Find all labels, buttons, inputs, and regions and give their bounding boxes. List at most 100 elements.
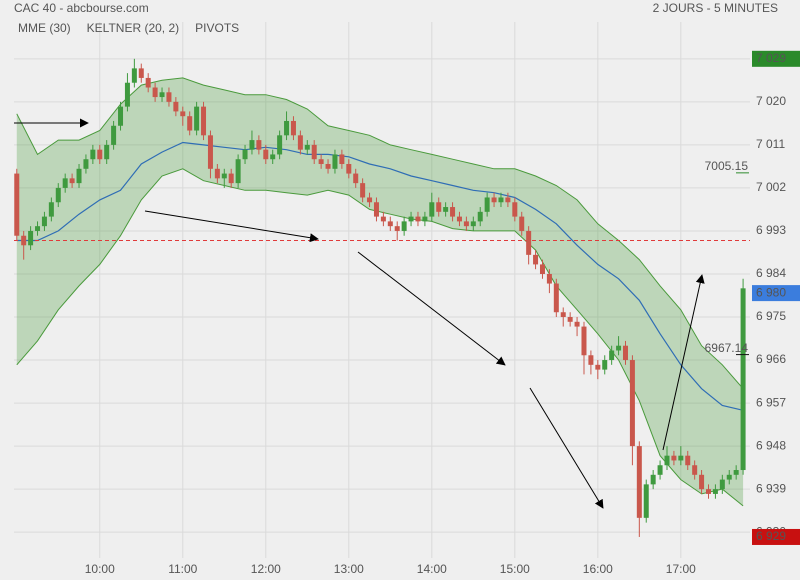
arrow: [662, 274, 705, 451]
candle-body: [367, 197, 373, 203]
candle-body: [55, 187, 61, 203]
candle-body: [581, 326, 587, 356]
candle-body: [353, 173, 359, 184]
annotation-label: 7005.15: [705, 159, 749, 173]
x-tick-label: 12:00: [251, 562, 281, 576]
keltner-fill: [16, 77, 744, 506]
candle-body: [491, 197, 497, 203]
candle-body: [567, 317, 573, 322]
candle-body: [41, 216, 47, 227]
candle-body: [622, 345, 628, 361]
candle-body: [207, 135, 213, 169]
candle-body: [14, 173, 20, 236]
candle-body: [560, 312, 566, 318]
candle-body: [657, 465, 663, 475]
arrow: [529, 387, 604, 509]
candle-body: [159, 92, 165, 98]
candle-body: [484, 197, 490, 212]
candle-body: [277, 135, 283, 155]
keltner-upper: [16, 77, 744, 390]
candle-body: [118, 106, 124, 126]
annotation-label: 6967.14: [705, 341, 749, 355]
candle-body: [456, 216, 462, 222]
candle-body: [62, 178, 68, 188]
y-tick-label: 6 939: [756, 481, 786, 495]
candle-body: [470, 221, 476, 227]
candle-body: [602, 360, 608, 370]
candle-body: [719, 479, 725, 490]
candle-body: [422, 216, 428, 222]
x-tick-label: 16:00: [583, 562, 613, 576]
candle-body: [726, 474, 732, 480]
y-tick-label: 7 002: [756, 180, 786, 194]
candle-body: [526, 230, 532, 255]
candle-body: [173, 101, 179, 112]
keltner-lower: [16, 168, 744, 507]
candle-body: [76, 168, 82, 184]
candle-body: [574, 321, 580, 327]
y-tick-label: 6 993: [756, 223, 786, 237]
candle-body: [214, 168, 220, 179]
x-tick-label: 14:00: [417, 562, 447, 576]
candle-body: [28, 230, 34, 246]
candle-body: [740, 288, 746, 471]
candle-body: [304, 144, 310, 150]
candle-body: [111, 125, 117, 145]
candle-body: [712, 489, 718, 494]
y-tick-label: 7 020: [756, 94, 786, 108]
candle-body: [284, 120, 290, 136]
candle-body: [242, 149, 248, 160]
candle-body: [131, 68, 137, 83]
candle-body: [221, 173, 227, 179]
candle-body: [505, 197, 511, 203]
chart-title: CAC 40 - abcbourse.com: [14, 1, 149, 15]
candle-body: [699, 474, 705, 490]
y-tick-label: 7 011: [756, 137, 785, 151]
candle-body: [685, 455, 691, 466]
candle-body: [553, 283, 559, 313]
candle-body: [194, 106, 200, 131]
candle-body: [360, 183, 366, 198]
candle-body: [394, 226, 400, 231]
legend-entry: KELTNER (20, 2): [87, 21, 179, 35]
candle-body: [180, 111, 186, 117]
y-tick-label: 6 957: [756, 395, 786, 409]
x-tick-label: 15:00: [500, 562, 530, 576]
candle-body: [201, 106, 207, 136]
axes: 7 029 7 020 7 011 7 002 6 993 6 984 6 975 6 966…: [18, 21, 800, 576]
candle-body: [401, 221, 407, 231]
candles: [14, 58, 746, 537]
x-tick-label: 17:00: [666, 562, 696, 576]
candle-body: [318, 159, 324, 165]
candle-body: [124, 82, 130, 107]
candle-body: [332, 154, 338, 169]
candle-body: [228, 173, 234, 184]
candle-body: [429, 202, 435, 217]
candle-body: [311, 144, 317, 160]
candle-body: [671, 455, 677, 461]
ema-line: [16, 141, 744, 411]
candle-body: [297, 135, 303, 150]
price-badge: [752, 528, 800, 545]
candle-body: [636, 446, 642, 518]
candle-body: [595, 364, 601, 370]
candle-body: [90, 149, 96, 160]
candle-body: [83, 159, 89, 169]
bands: [14, 77, 750, 507]
candle-body: [408, 216, 414, 222]
price-badge-label: 6 929: [756, 529, 786, 543]
legend-entry: MME (30): [18, 21, 71, 35]
price-badge: [752, 285, 800, 302]
candle-body: [69, 178, 75, 184]
candle-body: [249, 140, 255, 150]
x-tick-label: 10:00: [85, 562, 115, 576]
candle-body: [152, 87, 158, 98]
candle-body: [263, 149, 269, 160]
candle-body: [166, 92, 172, 102]
candle-body: [380, 216, 386, 222]
candle-body: [415, 216, 421, 222]
candle-body: [373, 202, 379, 217]
candle-body: [138, 68, 144, 78]
price-badge-label: 7 029: [756, 51, 786, 65]
